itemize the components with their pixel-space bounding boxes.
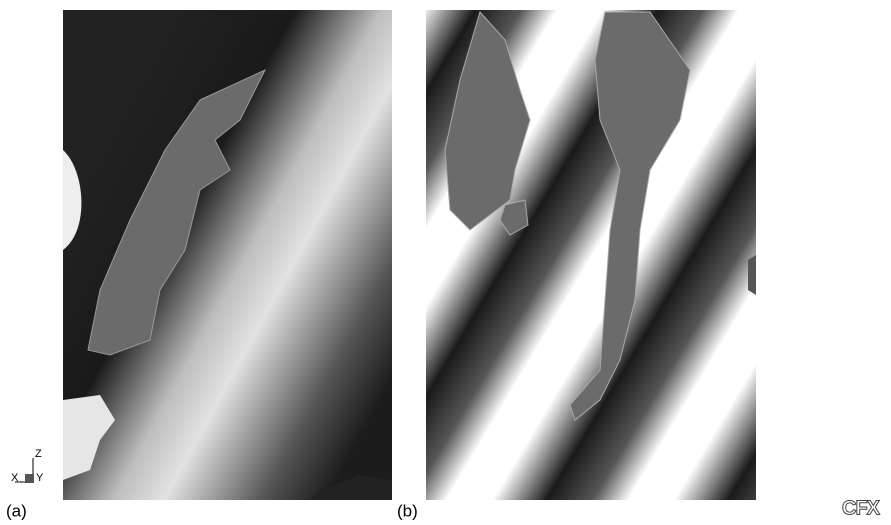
axis-label: Y (36, 472, 44, 484)
panel-label: (b) (397, 501, 418, 520)
logo: CFX (842, 497, 881, 519)
axis-triad: Z X Y (11, 448, 44, 484)
figure: (a) (b) Z X Y CFX (0, 0, 891, 525)
axis-label: X (11, 472, 19, 484)
axis-label: Z (35, 448, 42, 460)
panel-label: (a) (6, 501, 27, 520)
panel-a-image (63, 10, 392, 500)
panel-b-image (426, 10, 756, 500)
